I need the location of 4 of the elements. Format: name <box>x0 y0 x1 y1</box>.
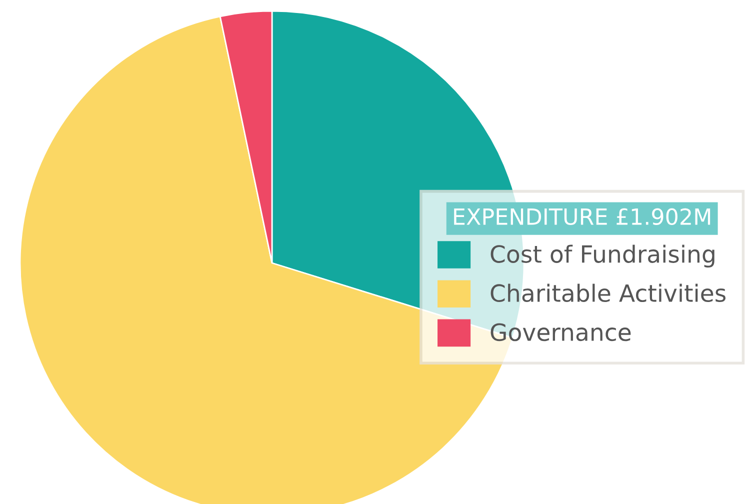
legend-label: Cost of Fundraising <box>490 244 714 268</box>
legend-label: Governance <box>490 323 631 342</box>
legend-label: Charitable Activities <box>490 284 726 302</box>
legend-title: EXPENDITURE £1.902M <box>454 208 710 226</box>
